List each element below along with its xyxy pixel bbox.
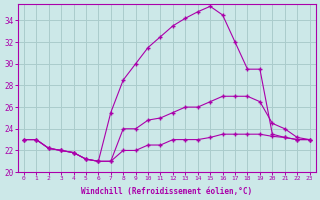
X-axis label: Windchill (Refroidissement éolien,°C): Windchill (Refroidissement éolien,°C) (81, 187, 252, 196)
